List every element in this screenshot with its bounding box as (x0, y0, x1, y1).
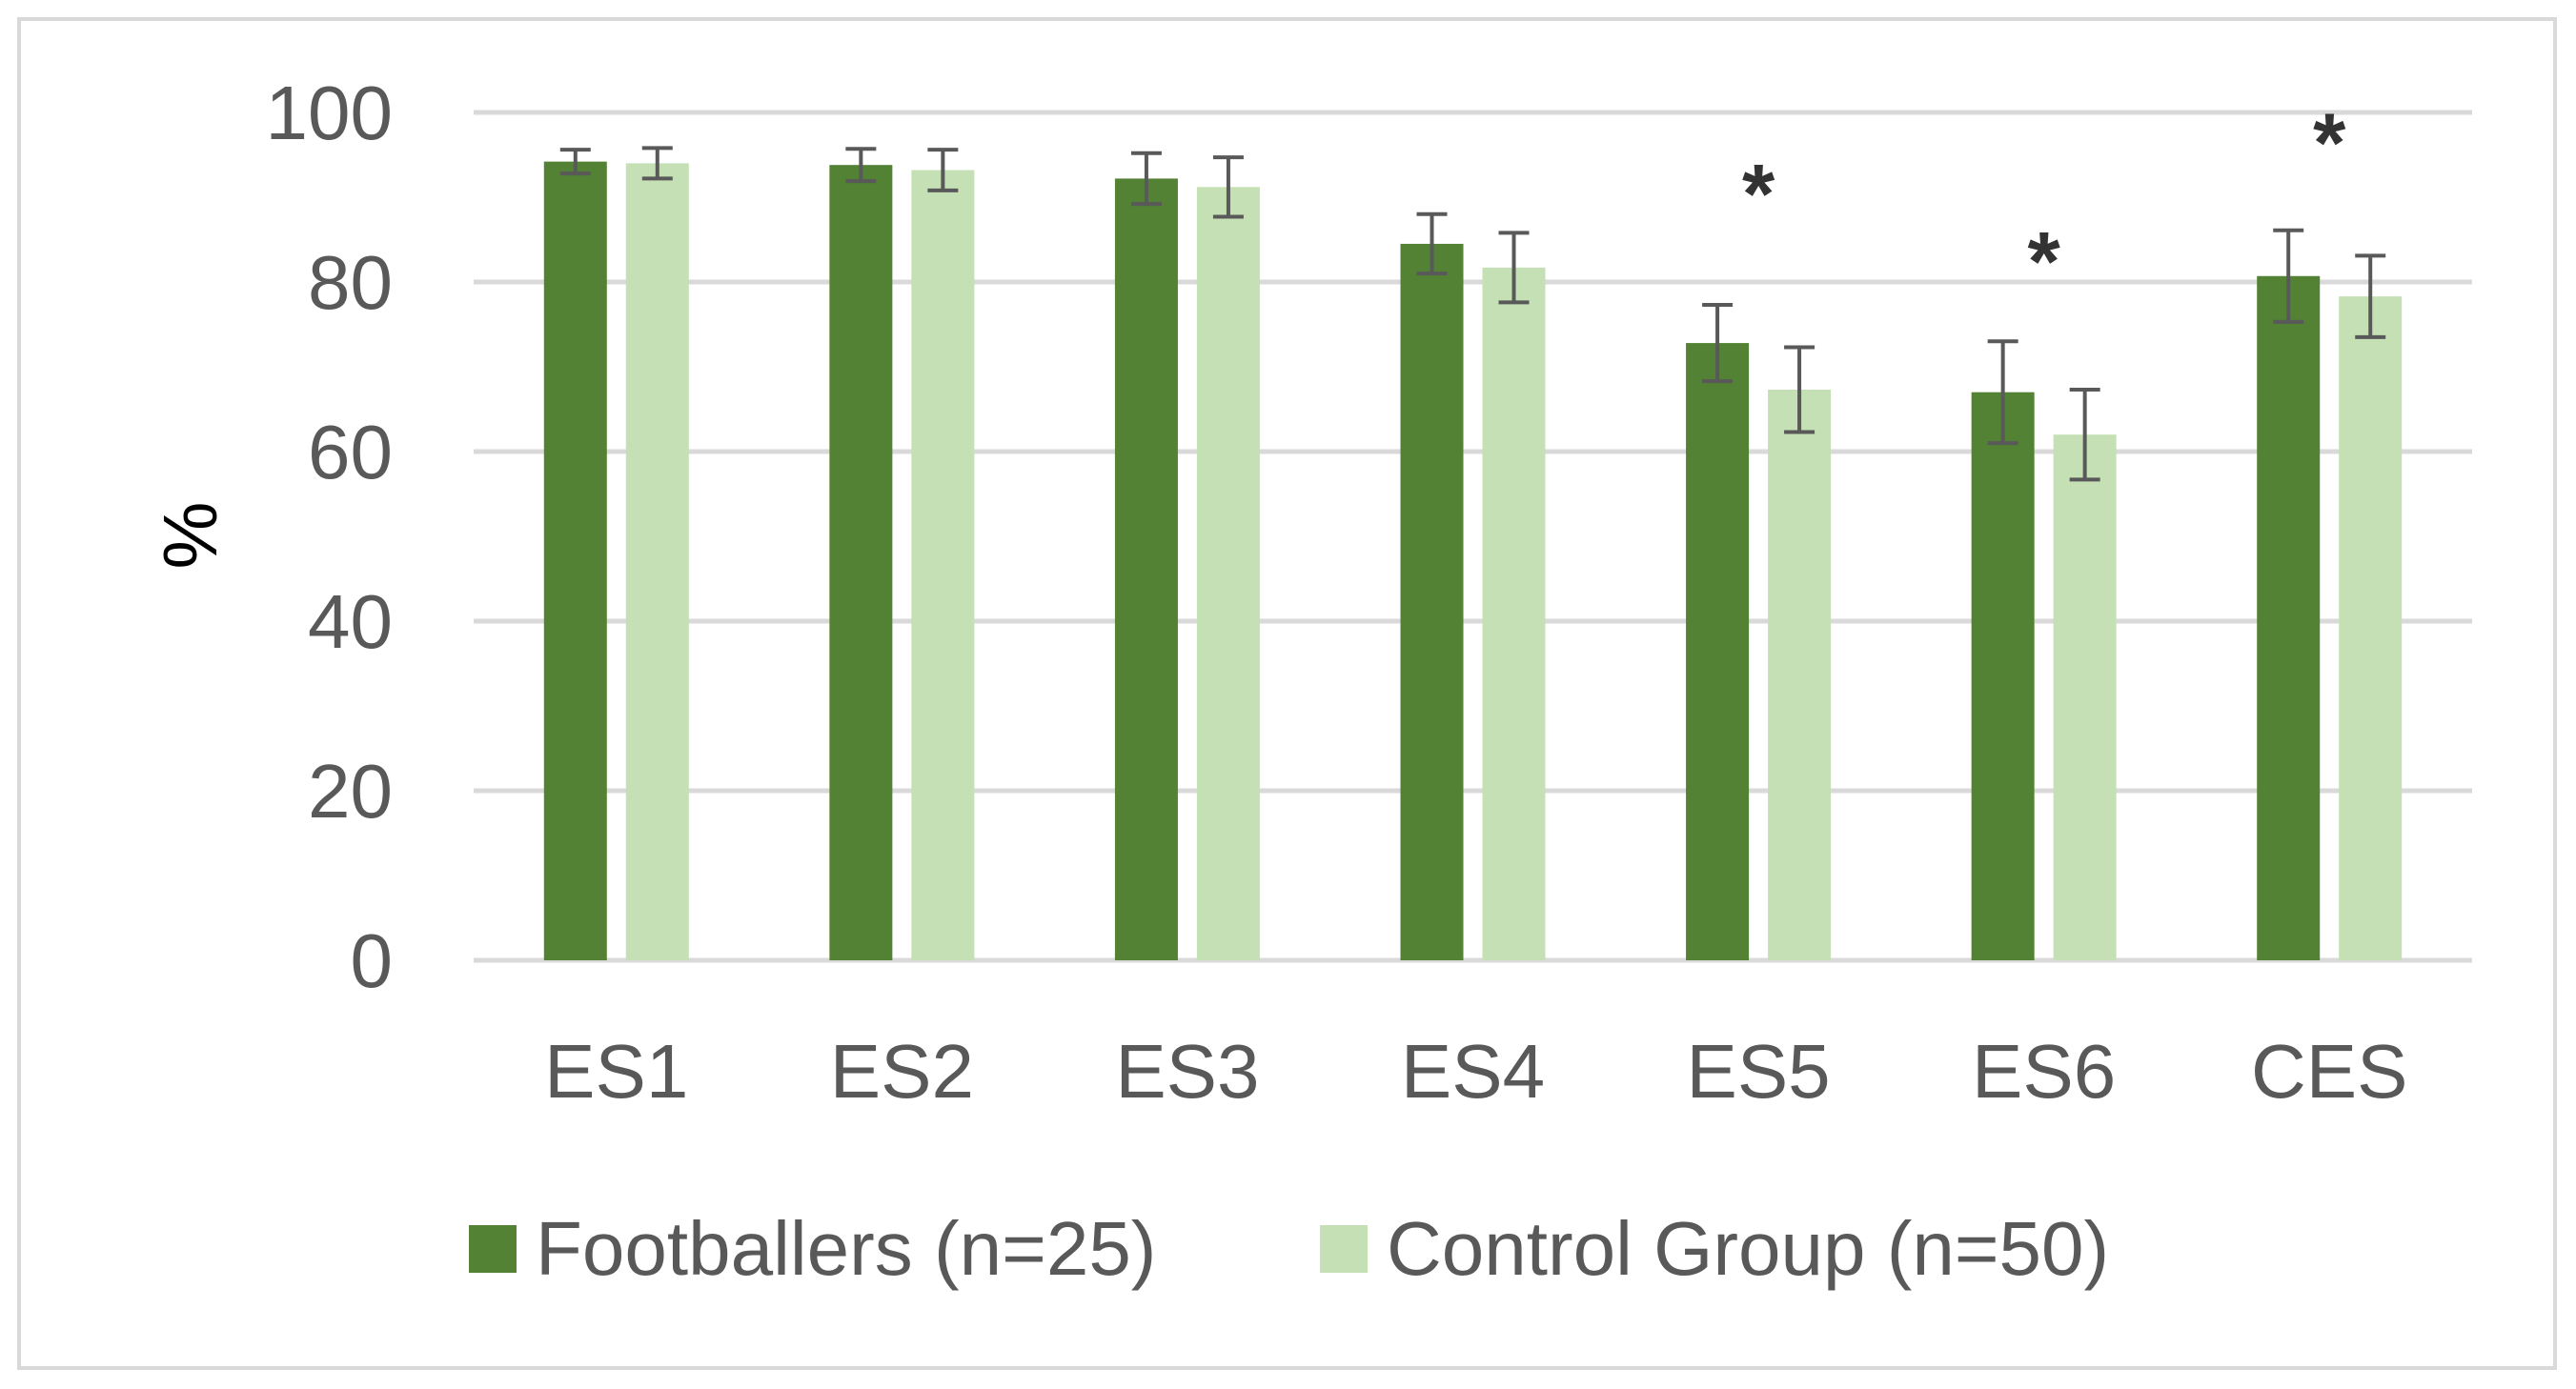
legend-swatch (1320, 1225, 1368, 1273)
bar-es1-series-2 (625, 163, 689, 960)
bar-es5-series-2 (1768, 390, 1832, 960)
y-tick-labels: 0 20 40 60 80 100 (266, 70, 393, 1003)
legend-item-series-1: Footballers (n=25) (469, 1206, 1156, 1291)
gridlines (474, 110, 2472, 963)
legend-item-series-2: Control Group (n=50) (1320, 1206, 2109, 1291)
x-tick-es1: ES1 (544, 1029, 688, 1114)
bar-chart: 0 20 40 60 80 100 % * * * ES1 ES2 ES3 ES4 ES5 ES6 CES… (148, 70, 2472, 1291)
x-tick-es5: ES5 (1686, 1029, 1830, 1114)
error-bars (559, 146, 2386, 482)
y-tick-80: 80 (308, 240, 393, 325)
bar-ces-series-1 (2257, 275, 2321, 960)
bar-es2-series-1 (829, 165, 893, 960)
bar-es3-series-1 (1114, 178, 1178, 961)
chart-frame: 0 20 40 60 80 100 % * * * ES1 ES2 ES3 ES4 ES5 ES6 CES… (17, 17, 2557, 1370)
error-bar-es6-series-1 (1987, 339, 2018, 446)
error-bar-es3-series-1 (1130, 151, 1162, 207)
error-bar-ces-series-1 (2273, 228, 2304, 324)
bar-es4-series-1 (1400, 243, 1464, 960)
error-bar-es3-series-2 (1212, 155, 1244, 219)
x-tick-es3: ES3 (1115, 1029, 1259, 1114)
error-bar-es2-series-2 (927, 148, 959, 192)
x-tick-es2: ES2 (830, 1029, 974, 1114)
legend-swatch (469, 1225, 517, 1273)
error-bar-ces-series-2 (2355, 253, 2386, 339)
error-bar-es4-series-2 (1498, 231, 1530, 305)
significance-marker-es5: * (1742, 146, 1775, 240)
error-bar-es4-series-1 (1416, 211, 1448, 276)
x-tick-es6: ES6 (1972, 1029, 2116, 1114)
significance-markers: * * * (1742, 95, 2346, 309)
y-tick-40: 40 (308, 579, 393, 664)
bar-es6-series-2 (2053, 434, 2117, 960)
y-tick-100: 100 (266, 70, 393, 155)
bars (543, 161, 2403, 961)
bar-es1-series-1 (543, 161, 607, 960)
error-bar-es1-series-1 (559, 148, 591, 176)
error-bar-es2-series-1 (845, 147, 877, 184)
bar-es2-series-2 (911, 170, 975, 960)
significance-marker-ces: * (2313, 95, 2346, 190)
bar-es5-series-1 (1686, 343, 1750, 961)
legend-label: Footballers (n=25) (536, 1206, 1156, 1291)
legend-label: Control Group (n=50) (1387, 1206, 2109, 1291)
bar-es3-series-2 (1196, 187, 1260, 960)
x-category-labels: ES1 ES2 ES3 ES4 ES5 ES6 CES (544, 1029, 2407, 1114)
x-tick-es4: ES4 (1401, 1029, 1545, 1114)
y-tick-0: 0 (351, 918, 394, 1003)
y-tick-60: 60 (308, 410, 393, 494)
error-bar-es5-series-1 (1702, 303, 1734, 384)
error-bar-es6-series-2 (2069, 388, 2100, 482)
y-axis-label: % (148, 501, 233, 569)
bar-ces-series-2 (2339, 296, 2403, 960)
x-tick-ces: CES (2251, 1029, 2408, 1114)
bar-es6-series-1 (1971, 392, 2035, 960)
y-tick-20: 20 (308, 749, 393, 834)
error-bar-es1-series-2 (641, 146, 673, 181)
significance-marker-es6: * (2028, 214, 2061, 309)
bar-es4-series-2 (1482, 267, 1546, 960)
error-bar-es5-series-2 (1784, 345, 1815, 434)
legend: Footballers (n=25) Control Group (n=50) (469, 1206, 2109, 1291)
